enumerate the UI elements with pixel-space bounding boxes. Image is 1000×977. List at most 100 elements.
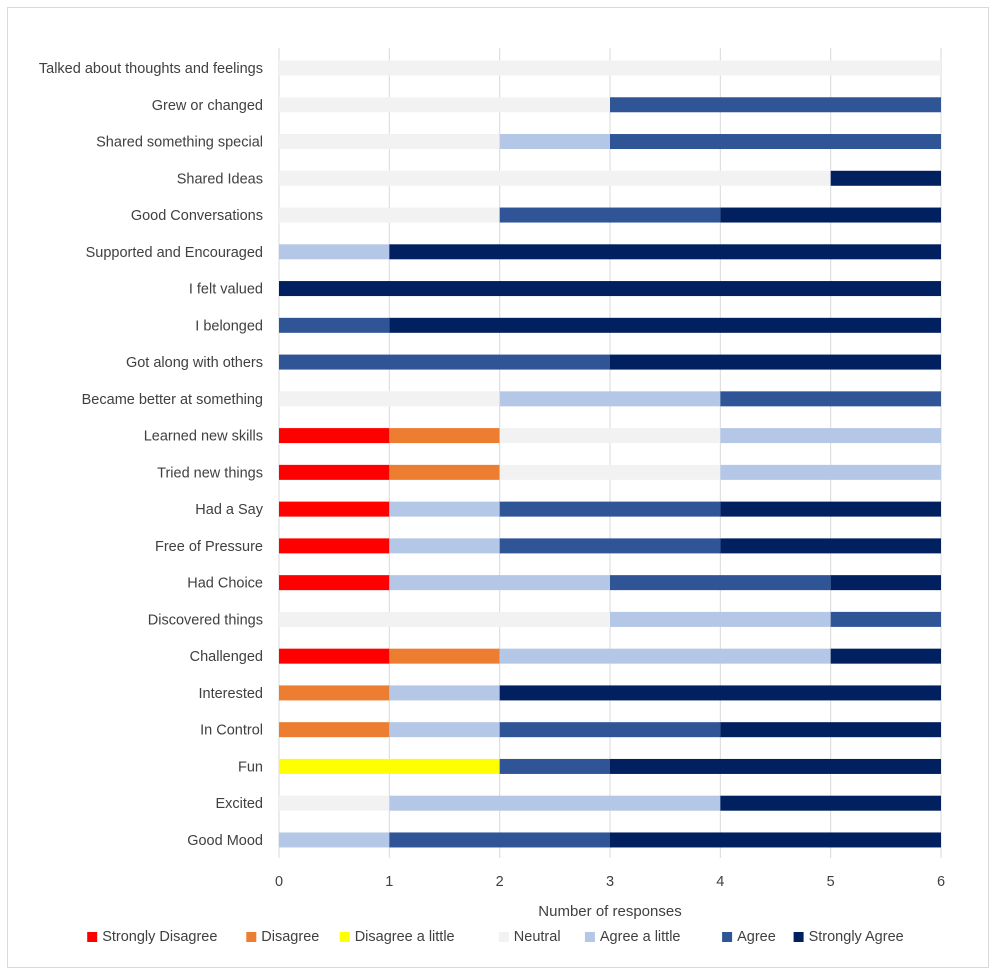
- legend-label: Agree: [737, 929, 776, 945]
- category-label: I felt valued: [189, 282, 263, 298]
- bar-segment: [610, 758, 941, 774]
- stacked-bar-chart: Talked about thoughts and feelings Grew o…: [39, 48, 945, 945]
- bar-segment: [499, 758, 610, 774]
- bar-segment: [279, 575, 390, 591]
- bar-segment: [279, 538, 390, 554]
- legend-swatch: [722, 932, 733, 942]
- bar-segment: [830, 170, 941, 186]
- x-tick-label: 2: [496, 874, 504, 890]
- bar-segment: [389, 832, 610, 848]
- category-label: I belonged: [195, 318, 263, 334]
- legend-label: Strongly Agree: [809, 929, 904, 945]
- bar-segment: [389, 575, 610, 591]
- legend-label: Neutral: [514, 929, 561, 945]
- bar-segment: [279, 428, 390, 444]
- category-label: Learned new skills: [144, 429, 263, 445]
- bar-segment: [720, 501, 941, 517]
- x-tick-label: 4: [716, 874, 724, 890]
- category-labels: Talked about thoughts and feelings Grew o…: [39, 61, 264, 849]
- bars: [279, 60, 941, 848]
- bar-segment: [720, 391, 941, 407]
- category-label: Got along with others: [126, 355, 263, 371]
- x-tick-label: 0: [275, 874, 283, 890]
- legend-label: Strongly Disagree: [102, 929, 217, 945]
- bar-segment: [279, 170, 831, 186]
- bar-segment: [720, 207, 941, 223]
- bar-segment: [389, 464, 500, 480]
- bar-segment: [279, 685, 390, 701]
- x-tick-label: 5: [827, 874, 835, 890]
- bar-segment: [279, 758, 500, 774]
- legend-label: Disagree: [261, 929, 319, 945]
- bar-segment: [389, 317, 941, 333]
- bar-segment: [279, 317, 390, 333]
- bar-segment: [499, 428, 721, 444]
- bar-segment: [499, 391, 721, 407]
- bar-segment: [610, 832, 941, 848]
- bar-segment: [389, 648, 500, 664]
- bar-segment: [610, 354, 941, 370]
- category-label: Fun: [238, 759, 263, 775]
- bar-segment: [830, 575, 941, 591]
- x-tick-labels: 0 1 2 3 4 5 6: [275, 874, 945, 890]
- category-label: Discovered things: [148, 612, 263, 628]
- legend-swatch: [584, 932, 595, 942]
- bar-segment: [720, 722, 941, 738]
- x-tick-label: 3: [606, 874, 614, 890]
- bar-segment: [279, 391, 500, 407]
- category-label: Shared Ideas: [177, 171, 263, 187]
- bar-segment: [279, 60, 941, 76]
- bar-segment: [279, 134, 500, 150]
- category-label: Good Mood: [187, 833, 263, 849]
- bar-segment: [610, 97, 941, 113]
- legend-label: Agree a little: [600, 929, 681, 945]
- bar-segment: [720, 428, 941, 444]
- category-label: Shared something special: [96, 135, 263, 151]
- bar-segment: [720, 795, 941, 811]
- bar-segment: [389, 795, 721, 811]
- bar-segment: [279, 795, 390, 811]
- bar-segment: [499, 722, 721, 738]
- bar-segment: [830, 611, 941, 627]
- bar-segment: [279, 501, 390, 517]
- legend-swatch: [498, 932, 509, 942]
- bar-segment: [389, 244, 941, 260]
- bar-segment: [720, 464, 941, 480]
- category-label: In Control: [200, 723, 263, 739]
- bar-segment: [499, 538, 721, 554]
- bar-segment: [279, 464, 390, 480]
- category-label: Interested: [199, 686, 264, 702]
- x-axis-title: Number of responses: [538, 903, 681, 920]
- legend-swatch: [339, 932, 350, 942]
- category-label: Challenged: [190, 649, 263, 665]
- legend-swatch: [793, 932, 804, 942]
- legend-swatch: [246, 932, 257, 942]
- bar-segment: [610, 611, 831, 627]
- legend-swatch: [87, 932, 98, 942]
- category-label: Talked about thoughts and feelings: [39, 61, 263, 77]
- x-tick-label: 1: [385, 874, 393, 890]
- category-label: Had a Say: [195, 502, 263, 518]
- category-label: Free of Pressure: [155, 539, 263, 555]
- category-label: Became better at something: [82, 392, 263, 408]
- bar-segment: [279, 722, 390, 738]
- bar-segment: [499, 648, 831, 664]
- category-label: Had Choice: [187, 576, 263, 592]
- bar-segment: [279, 97, 610, 113]
- legend-label: Disagree a little: [355, 929, 455, 945]
- bar-segment: [610, 575, 831, 591]
- bar-segment: [499, 464, 721, 480]
- bar-segment: [279, 832, 390, 848]
- legend: Strongly Disagree Disagree Disagree a litt…: [87, 929, 904, 945]
- category-label: Grew or changed: [152, 98, 263, 114]
- bar-segment: [830, 648, 941, 664]
- category-label: Tried new things: [157, 465, 263, 481]
- bar-segment: [389, 428, 500, 444]
- bar-segment: [279, 354, 610, 370]
- category-label: Supported and Encouraged: [86, 245, 263, 261]
- bar-segment: [389, 722, 500, 738]
- bar-segment: [279, 207, 500, 223]
- bar-segment: [499, 685, 941, 701]
- category-label: Good Conversations: [131, 208, 263, 224]
- bar-segment: [279, 611, 610, 627]
